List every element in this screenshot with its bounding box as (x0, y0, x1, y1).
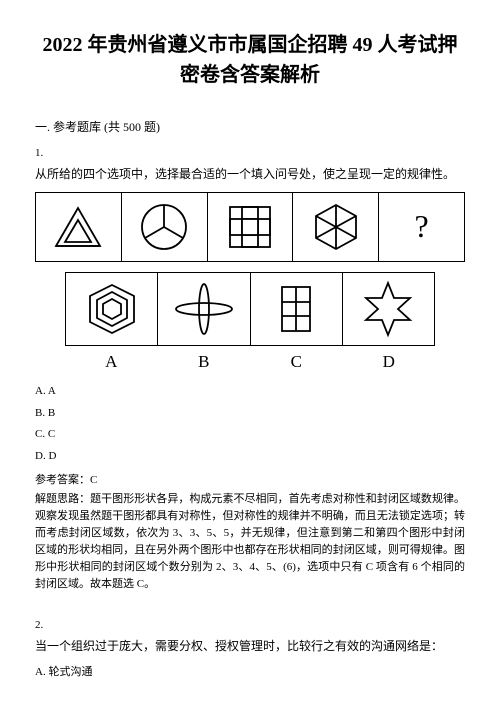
q2-choice-a: A. 轮式沟通 (35, 664, 465, 682)
section-header: 一. 参考题库 (共 500 题) (35, 118, 465, 137)
choice-c: C. C (35, 426, 465, 444)
choice-d: D. D (35, 448, 465, 466)
q1-number: 1. (35, 145, 465, 163)
figure-circle-split-3 (122, 193, 208, 261)
q1-choices: A. A B. B C. C D. D (35, 383, 465, 465)
figure-option-c-grid (251, 273, 343, 345)
figure-hexagon-split (293, 193, 379, 261)
q2-text: 当一个组织过于庞大，需要分权、授权管理时，比较行之有效的沟通网络是： (35, 637, 465, 656)
label-d: D (343, 348, 436, 375)
figure-option-a-hexagons (66, 273, 158, 345)
figure-option-d-star (343, 273, 434, 345)
q1-figure-row-1: ? (35, 192, 465, 262)
q1-explanation: 解题思路：题干图形形状各异，构成元素不尽相同，首先考虑对称性和封闭区域数规律。观… (35, 491, 465, 593)
choice-b: B. B (35, 405, 465, 423)
label-a: A (65, 348, 158, 375)
option-labels: A B C D (65, 348, 435, 375)
q2-block: 2. 当一个组织过于庞大，需要分权、授权管理时，比较行之有效的沟通网络是： A.… (35, 617, 465, 681)
q2-number: 2. (35, 617, 465, 635)
q1-text: 从所给的四个选项中，选择最合适的一个填入问号处，使之呈现一定的规律性。 (35, 165, 465, 184)
choice-a: A. A (35, 383, 465, 401)
q1-figure-row-2 (65, 272, 435, 346)
label-c: C (250, 348, 343, 375)
page-title: 2022 年贵州省遵义市市属国企招聘 49 人考试押密卷含答案解析 (35, 30, 465, 90)
figure-triangle-in-triangle (36, 193, 122, 261)
q1-answer: 参考答案：C (35, 472, 465, 490)
label-b: B (158, 348, 251, 375)
figure-option-b-ellipses (158, 273, 250, 345)
figure-square-cross (208, 193, 294, 261)
qmark-text: ? (414, 201, 428, 252)
figure-question-mark: ? (379, 193, 464, 261)
